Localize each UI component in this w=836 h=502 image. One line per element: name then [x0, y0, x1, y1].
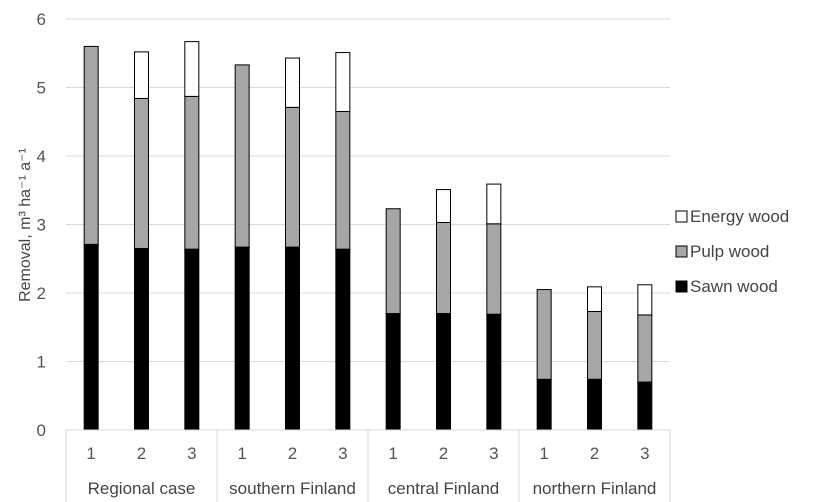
x-category-label: 1	[539, 444, 548, 463]
legend-label: Sawn wood	[690, 277, 778, 296]
bar-segment-pulp-wood	[436, 221, 451, 315]
x-category-label: 3	[187, 444, 196, 463]
bar-segment-pulp-wood	[587, 310, 602, 380]
bar-segment-energy-wood	[436, 189, 451, 223]
x-category-label: 1	[237, 444, 246, 463]
y-tick-label: 4	[37, 147, 46, 166]
bar-segment-pulp-wood	[385, 208, 401, 315]
bar-segment-energy-wood	[637, 284, 653, 316]
y-tick-label: 6	[37, 10, 46, 29]
x-category-label: 2	[590, 444, 599, 463]
y-tick-label: 2	[37, 284, 46, 303]
bar-segment-pulp-wood	[536, 289, 552, 380]
bar-segment-sawn-wood	[436, 313, 451, 431]
bar-segment-pulp-wood	[83, 45, 99, 245]
bar-segment-sawn-wood	[234, 246, 250, 431]
bar-segment-sawn-wood	[335, 248, 351, 431]
x-group-label: Regional case	[88, 479, 196, 498]
bar-segment-energy-wood	[134, 51, 149, 99]
bar-segment-energy-wood	[335, 52, 351, 112]
bar-segment-sawn-wood	[536, 378, 552, 431]
x-category-label: 2	[439, 444, 448, 463]
bar-segment-energy-wood	[285, 57, 300, 108]
y-tick-label: 0	[37, 421, 46, 440]
x-axis: 1 2 3 Regional case 1 2 3 southern Finland 1 2 3 ce…	[65, 429, 671, 502]
x-group-label: southern Finland	[229, 479, 356, 498]
bar-segment-pulp-wood	[184, 95, 200, 250]
bar-segment-sawn-wood	[285, 246, 300, 431]
legend-swatch	[675, 280, 688, 293]
x-category-label: 3	[489, 444, 498, 463]
y-tick-label: 5	[37, 79, 46, 98]
bar-segment-pulp-wood	[234, 64, 250, 248]
y-axis-tick-labels: 0 1 2 3 4 5 6	[37, 10, 46, 440]
x-category-label: 2	[288, 444, 297, 463]
bar-segment-sawn-wood	[134, 247, 149, 431]
legend: Energy wood Pulp wood Sawn wood	[675, 207, 789, 296]
x-category-label: 3	[640, 444, 649, 463]
bars	[83, 41, 653, 431]
bar-segment-sawn-wood	[184, 248, 200, 431]
legend-swatch	[675, 210, 688, 223]
y-tick-label: 1	[37, 353, 46, 372]
y-axis-label: Removal, m³ ha⁻¹ a⁻¹	[17, 148, 34, 302]
x-category-label: 1	[86, 444, 95, 463]
y-tick-label: 3	[37, 216, 46, 235]
bar-segment-sawn-wood	[486, 313, 502, 431]
bar-segment-energy-wood	[587, 286, 602, 312]
x-category-label: 1	[388, 444, 397, 463]
bar-segment-energy-wood	[184, 41, 200, 97]
legend-swatch	[675, 245, 688, 258]
x-category-label: 3	[338, 444, 347, 463]
x-group-label: northern Finland	[533, 479, 657, 498]
bar-segment-sawn-wood	[637, 381, 653, 431]
legend-label: Pulp wood	[690, 242, 769, 261]
bar-segment-energy-wood	[486, 183, 502, 225]
legend-label: Energy wood	[690, 207, 789, 226]
bar-segment-sawn-wood	[587, 378, 602, 431]
bar-segment-pulp-wood	[335, 110, 351, 250]
bar-segment-sawn-wood	[385, 313, 401, 431]
x-category-label: 2	[137, 444, 146, 463]
bar-segment-pulp-wood	[486, 223, 502, 315]
x-group-label: central Finland	[388, 479, 500, 498]
bar-segment-pulp-wood	[134, 97, 149, 249]
gridlines	[66, 18, 670, 362]
bar-segment-sawn-wood	[83, 243, 99, 431]
bar-segment-pulp-wood	[285, 106, 300, 248]
bar-segment-pulp-wood	[637, 314, 653, 383]
